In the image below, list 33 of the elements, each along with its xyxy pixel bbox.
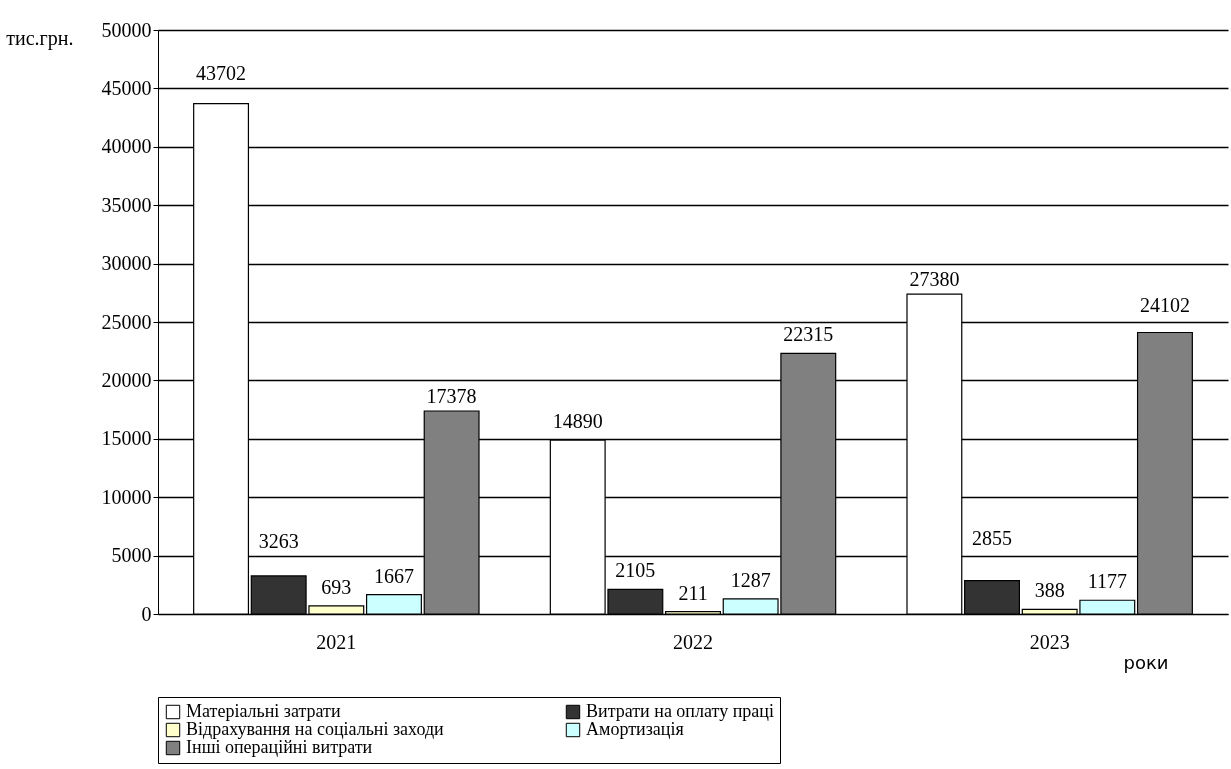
data-label: 2855: [972, 526, 1013, 549]
data-label: 693: [321, 575, 352, 598]
x-tick-label: 2023: [1029, 630, 1070, 653]
y-tick-label: 0: [141, 602, 152, 625]
y-tick-label: 50000: [101, 18, 152, 41]
data-label: 22315: [783, 323, 834, 346]
x-axis-title: роки: [1123, 651, 1169, 673]
data-label: 3263: [258, 529, 299, 552]
y-tick-label: 20000: [101, 368, 152, 391]
data-label: 14890: [552, 410, 603, 433]
y-axis-title: тис.грн.: [6, 26, 74, 50]
y-tick-label: 40000: [101, 135, 152, 158]
y-tick-label: 5000: [111, 544, 152, 567]
y-tick-label: 35000: [101, 193, 152, 216]
y-tick-label: 30000: [101, 252, 152, 275]
y-tick-label: 15000: [101, 427, 152, 450]
data-label: 1177: [1087, 570, 1127, 593]
y-tick-label: 25000: [101, 310, 152, 333]
data-label: 43702: [196, 61, 247, 84]
x-tick-label: 2022: [673, 630, 713, 653]
legend-label: Матеріальні затрати: [186, 701, 341, 721]
data-label: 2105: [615, 559, 656, 582]
data-label: 211: [678, 581, 708, 604]
data-label: 1667: [373, 564, 414, 587]
data-label: 17378: [426, 385, 477, 408]
legend-label: Витрати на оплату праці: [586, 701, 774, 721]
data-label: 1287: [730, 568, 771, 591]
y-tick-label: 45000: [101, 76, 152, 99]
y-tick-label: 10000: [101, 485, 152, 508]
data-label: 388: [1034, 579, 1065, 602]
data-label: 27380: [909, 268, 960, 291]
x-tick-label: 2021: [316, 630, 357, 653]
data-label: 24102: [1139, 294, 1190, 317]
